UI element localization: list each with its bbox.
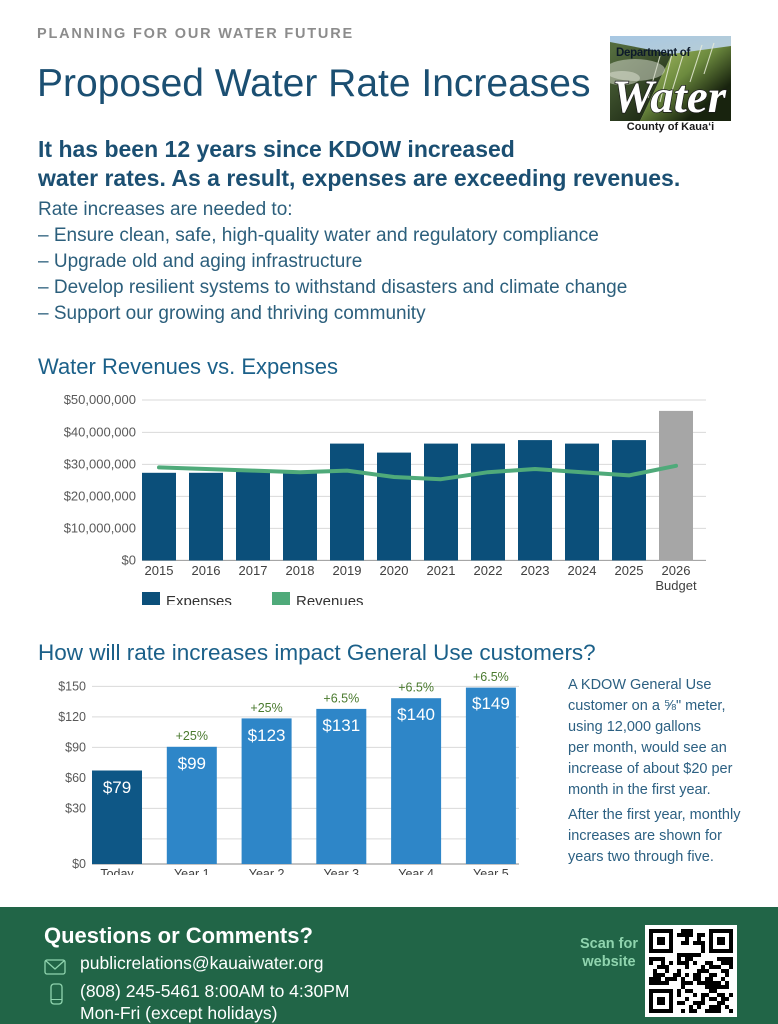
svg-text:$60: $60: [65, 771, 86, 785]
svg-text:2015: 2015: [145, 563, 174, 578]
svg-text:$50,000,000: $50,000,000: [64, 395, 136, 407]
svg-text:Year 3: Year 3: [323, 867, 359, 875]
svg-text:2022: 2022: [474, 563, 503, 578]
svg-text:$150: $150: [58, 679, 86, 693]
svg-text:Expenses: Expenses: [166, 593, 232, 605]
svg-text:2024: 2024: [568, 563, 597, 578]
svg-text:$40,000,000: $40,000,000: [64, 424, 136, 439]
svg-text:$123: $123: [248, 726, 286, 745]
svg-text:+6.5%: +6.5%: [473, 670, 509, 684]
svg-text:$131: $131: [322, 716, 360, 735]
svg-text:$20,000,000: $20,000,000: [64, 488, 136, 503]
svg-text:$99: $99: [178, 754, 206, 773]
svg-text:Year 1: Year 1: [174, 867, 210, 875]
svg-text:$120: $120: [58, 710, 86, 724]
svg-text:Today: Today: [100, 867, 134, 875]
svg-text:2017: 2017: [239, 563, 268, 578]
svg-text:$0: $0: [72, 857, 86, 871]
svg-text:Year 4: Year 4: [398, 867, 434, 875]
svg-text:$79: $79: [103, 778, 131, 797]
svg-text:+25%: +25%: [250, 701, 282, 715]
svg-text:$149: $149: [472, 694, 510, 713]
svg-text:Budget: Budget: [655, 578, 697, 593]
svg-text:2016: 2016: [192, 563, 221, 578]
svg-text:$140: $140: [397, 705, 435, 724]
svg-text:2021: 2021: [427, 563, 456, 578]
svg-text:Revenues: Revenues: [296, 593, 364, 605]
svg-text:Year 2: Year 2: [249, 867, 285, 875]
svg-text:2020: 2020: [380, 563, 409, 578]
svg-text:2025: 2025: [615, 563, 644, 578]
svg-text:$0: $0: [122, 552, 136, 567]
svg-text:2026: 2026: [662, 563, 691, 578]
svg-text:2019: 2019: [333, 563, 362, 578]
svg-text:$30: $30: [65, 801, 86, 815]
svg-text:2018: 2018: [286, 563, 315, 578]
svg-text:+6.5%: +6.5%: [323, 692, 359, 706]
svg-text:Water: Water: [612, 71, 727, 121]
svg-text:$30,000,000: $30,000,000: [64, 456, 136, 471]
svg-text:2023: 2023: [521, 563, 550, 578]
svg-text:+25%: +25%: [176, 729, 208, 743]
svg-text:$10,000,000: $10,000,000: [64, 520, 136, 535]
svg-text:Year 5: Year 5: [473, 867, 509, 875]
svg-text:$90: $90: [65, 740, 86, 754]
svg-text:Department of: Department of: [616, 47, 691, 59]
svg-text:+6.5%: +6.5%: [398, 681, 434, 695]
